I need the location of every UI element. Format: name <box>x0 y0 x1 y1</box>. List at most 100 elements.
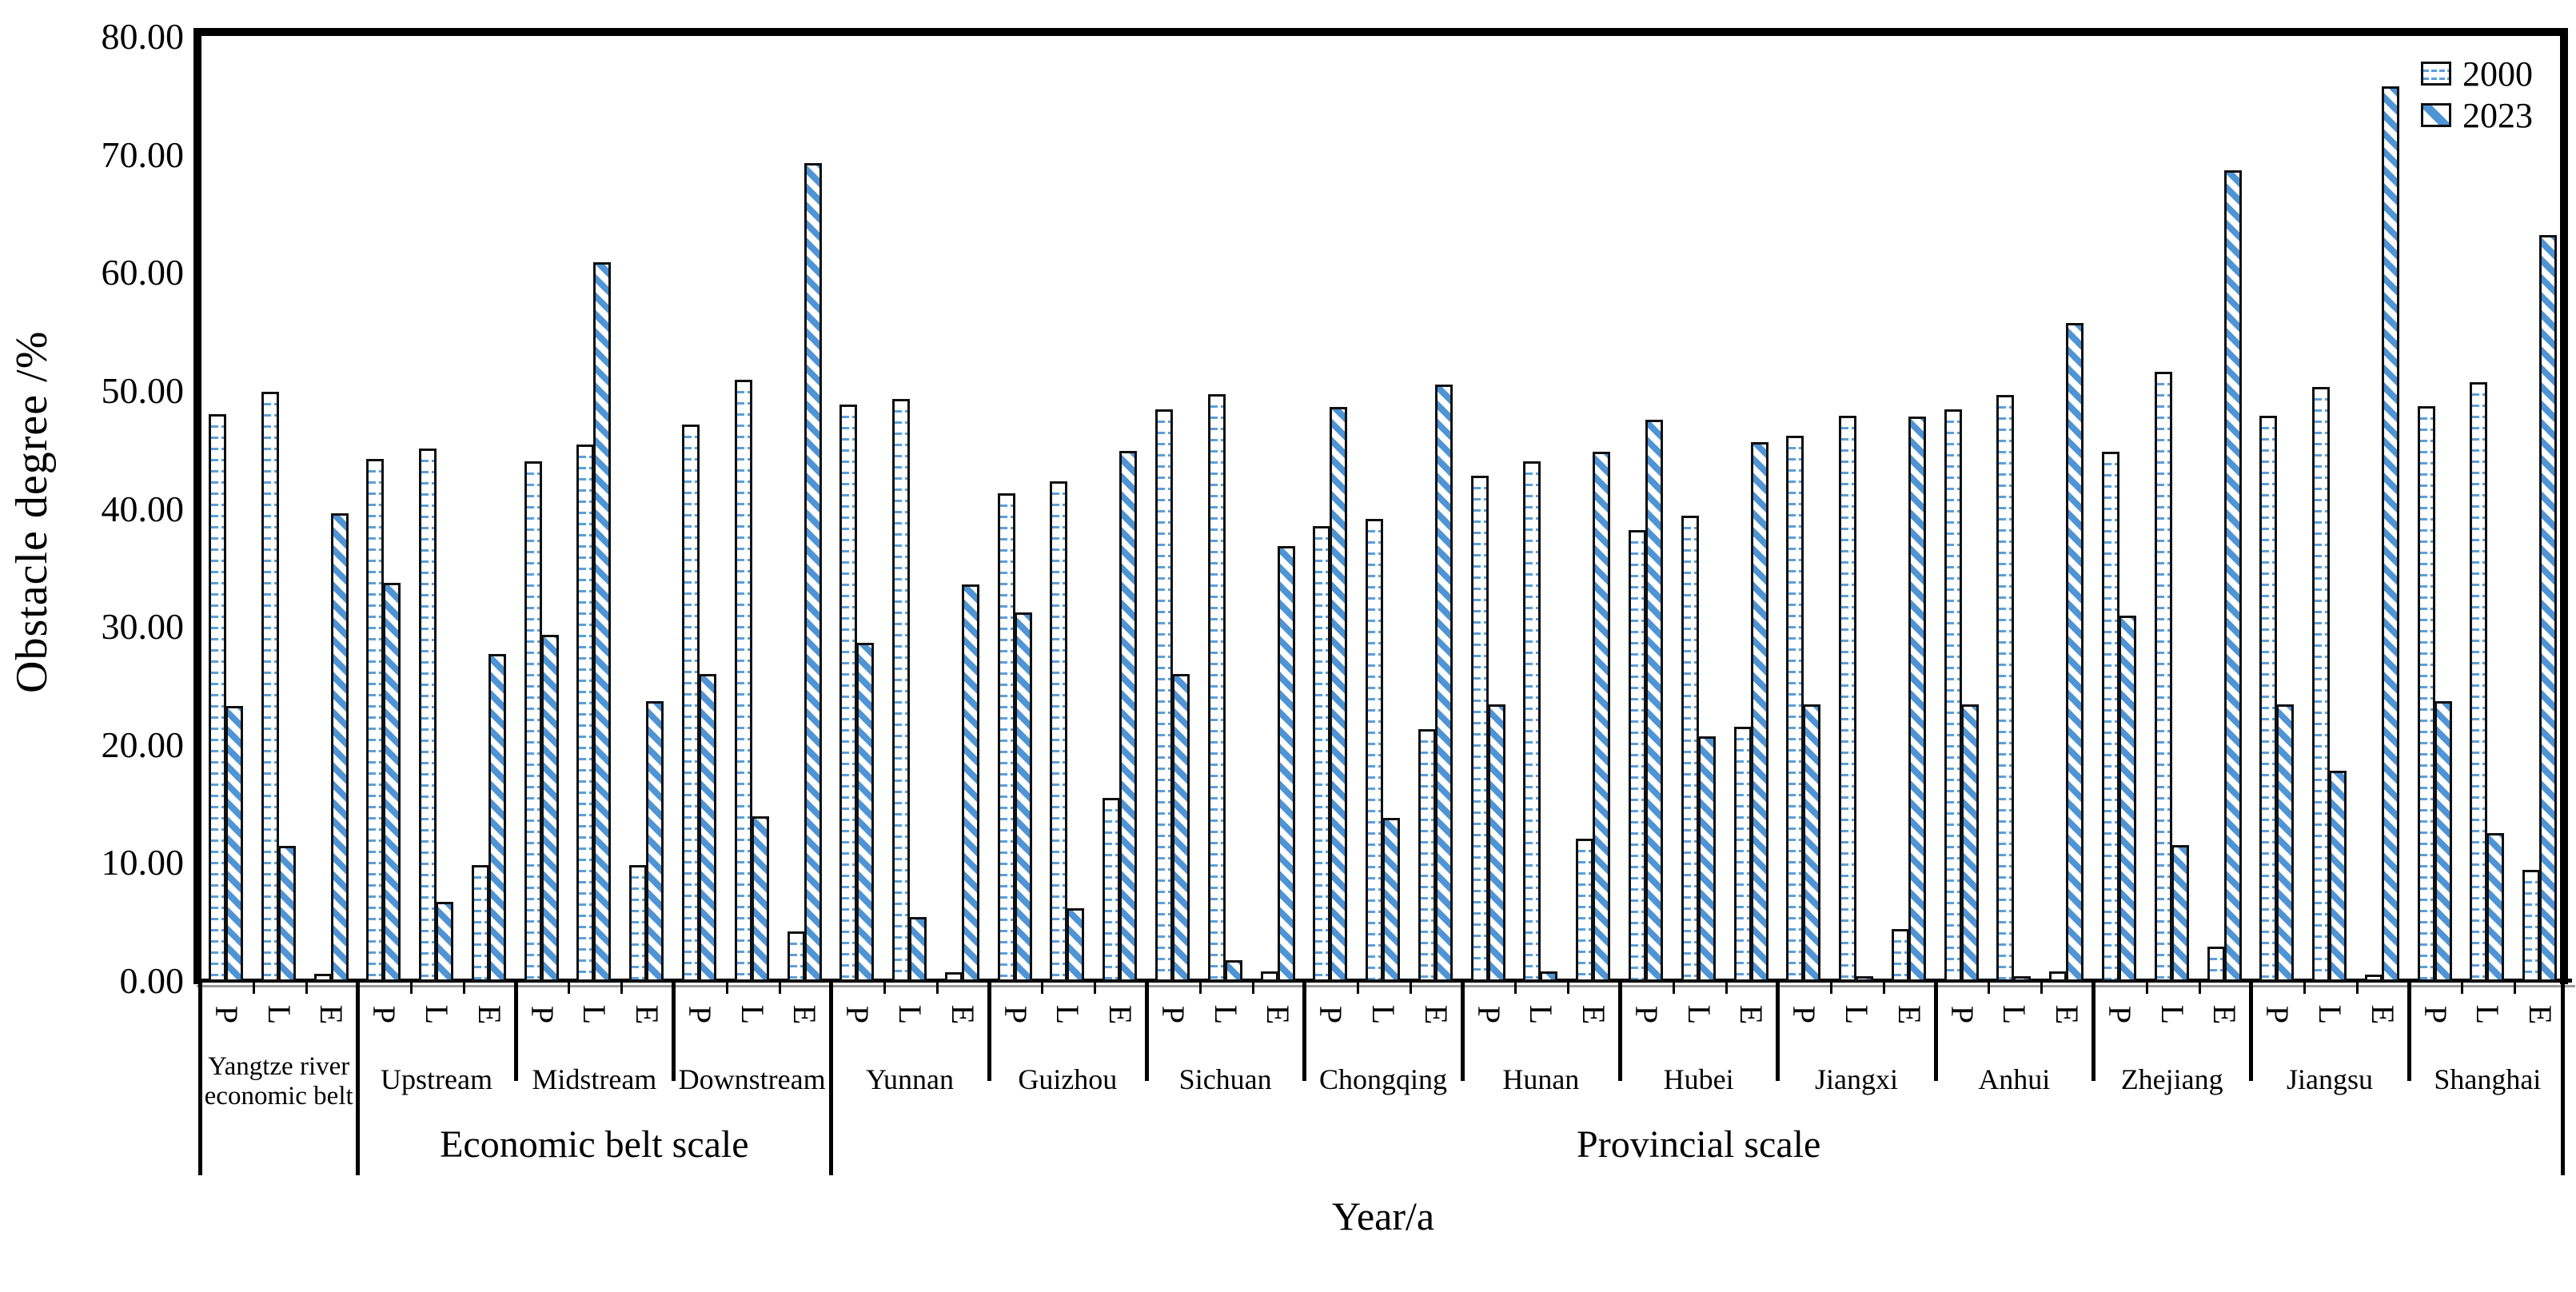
bar-downstream-e-2023 <box>804 162 822 982</box>
group-label: Jiangxi <box>1814 1063 1898 1095</box>
group-label: Downstream <box>678 1063 826 1095</box>
x-subtick <box>620 982 624 994</box>
group-label: Anhui <box>1978 1063 2051 1095</box>
bar-chongqing-l-2023 <box>1382 817 1401 982</box>
section-label: Economic belt scale <box>440 1123 749 1166</box>
bar-anhui-p-2000 <box>1944 409 1962 982</box>
bar-chongqing-e-2023 <box>1434 385 1453 982</box>
sub-category-label: E <box>2049 1004 2086 1025</box>
bar-hunan-p-2023 <box>1487 704 1505 982</box>
group-label: Sichuan <box>1178 1063 1272 1095</box>
sub-category-label: L <box>1207 1004 1244 1025</box>
sub-category-label: E <box>313 1004 350 1025</box>
sub-category-label: P <box>2417 1005 2454 1024</box>
bar-hunan-l-2023 <box>1540 971 1558 982</box>
bar-upstream-l-2023 <box>436 901 454 982</box>
section-divider <box>356 982 361 1175</box>
bar-upstream-p-2023 <box>383 583 401 982</box>
bar-jiangsu-p-2023 <box>2276 704 2295 982</box>
bar-midstream-e-2000 <box>629 864 648 982</box>
x-subtick <box>1672 982 1675 994</box>
bar-midstream-l-2023 <box>593 261 612 982</box>
bar-hunan-e-2023 <box>1593 452 1611 982</box>
sub-category-label: L <box>1839 1004 1875 1025</box>
sub-category-label: E <box>1103 1004 1139 1025</box>
x-subtick <box>1882 982 1885 994</box>
sub-category-label: E <box>944 1004 981 1025</box>
bar-jiangsu-e-2023 <box>2381 86 2399 982</box>
bar-hubei-l-2000 <box>1681 515 1699 982</box>
bar-yangtze-river-economic-belt-p-2000 <box>209 414 226 982</box>
section-divider <box>198 982 202 1175</box>
bar-yunnan-e-2023 <box>961 584 979 982</box>
x-subtick <box>1988 982 1991 994</box>
x-axis-title: Year/a <box>1331 1194 1435 1238</box>
x-subtick <box>2040 982 2044 994</box>
section-divider <box>2561 982 2565 1175</box>
bar-jiangxi-e-2023 <box>1908 416 1926 982</box>
bar-downstream-p-2023 <box>699 673 716 982</box>
group-divider <box>1145 982 1149 1081</box>
sub-category-label: P <box>2259 1005 2296 1024</box>
bar-guizhou-e-2023 <box>1119 450 1138 982</box>
group-divider <box>2407 982 2411 1081</box>
bar-jiangxi-l-2023 <box>1856 975 1874 982</box>
x-subtick <box>1041 982 1044 994</box>
bar-yangtze-river-economic-belt-e-2000 <box>313 973 332 982</box>
x-subtick <box>1357 982 1360 994</box>
group-divider <box>2249 982 2254 1081</box>
y-axis-line <box>193 28 201 984</box>
x-subtick <box>1409 982 1412 994</box>
x-subtick <box>1198 982 1202 994</box>
bar-shanghai-p-2023 <box>2434 700 2452 982</box>
bar-guizhou-l-2023 <box>1067 908 1085 982</box>
bar-chongqing-p-2023 <box>1330 407 1348 982</box>
bar-sichuan-e-2000 <box>1260 971 1278 982</box>
sub-category-label: P <box>839 1005 876 1024</box>
x-subtick <box>1094 982 1097 994</box>
bar-yangtze-river-economic-belt-l-2000 <box>261 392 279 982</box>
x-subtick <box>1567 982 1570 994</box>
bar-chongqing-e-2000 <box>1418 729 1436 982</box>
bar-midstream-e-2023 <box>646 700 664 982</box>
group-label: Hunan <box>1502 1063 1580 1095</box>
sub-category-label: E <box>1260 1004 1297 1025</box>
group-divider <box>672 982 676 1081</box>
group-divider <box>1618 982 1622 1081</box>
bar-downstream-l-2023 <box>751 816 769 982</box>
sub-category-label: P <box>1628 1005 1665 1024</box>
bar-hunan-l-2000 <box>1523 461 1541 982</box>
group-divider <box>1302 982 1307 1081</box>
x-subtick <box>252 982 255 994</box>
bar-jiangxi-p-2023 <box>1803 704 1821 982</box>
y-tick-label: 20.00 <box>101 724 185 765</box>
group-label: Yunnan <box>865 1063 954 1095</box>
bar-anhui-e-2000 <box>2049 971 2068 982</box>
bar-yunnan-p-2023 <box>856 643 875 982</box>
bar-yunnan-e-2000 <box>944 972 963 982</box>
legend-swatch-2023 <box>2421 103 2451 127</box>
sub-category-label: L <box>419 1004 455 1025</box>
group-divider <box>1776 982 1780 1081</box>
bar-midstream-p-2023 <box>540 635 559 982</box>
sub-category-label: E <box>1576 1004 1613 1025</box>
sub-category-label: P <box>1944 1005 1980 1024</box>
x-subtick <box>2461 982 2464 994</box>
y-tick-label: 30.00 <box>101 606 185 648</box>
x-subtick <box>305 982 308 994</box>
bar-zhejiang-l-2023 <box>2171 844 2189 982</box>
bar-jiangxi-p-2000 <box>1786 435 1804 982</box>
bar-upstream-l-2000 <box>419 448 437 982</box>
bar-hubei-p-2023 <box>1645 420 1663 982</box>
x-subtick <box>883 982 887 994</box>
bar-yangtze-river-economic-belt-p-2023 <box>225 705 243 982</box>
x-subtick <box>2514 982 2517 994</box>
bar-shanghai-l-2000 <box>2470 382 2488 982</box>
bar-zhejiang-p-2000 <box>2102 452 2119 982</box>
bar-guizhou-e-2000 <box>1103 797 1121 982</box>
sub-category-label: L <box>261 1004 297 1025</box>
sub-category-label: L <box>576 1004 613 1025</box>
bar-jiangsu-e-2000 <box>2364 975 2383 982</box>
x-subtick <box>2303 982 2307 994</box>
